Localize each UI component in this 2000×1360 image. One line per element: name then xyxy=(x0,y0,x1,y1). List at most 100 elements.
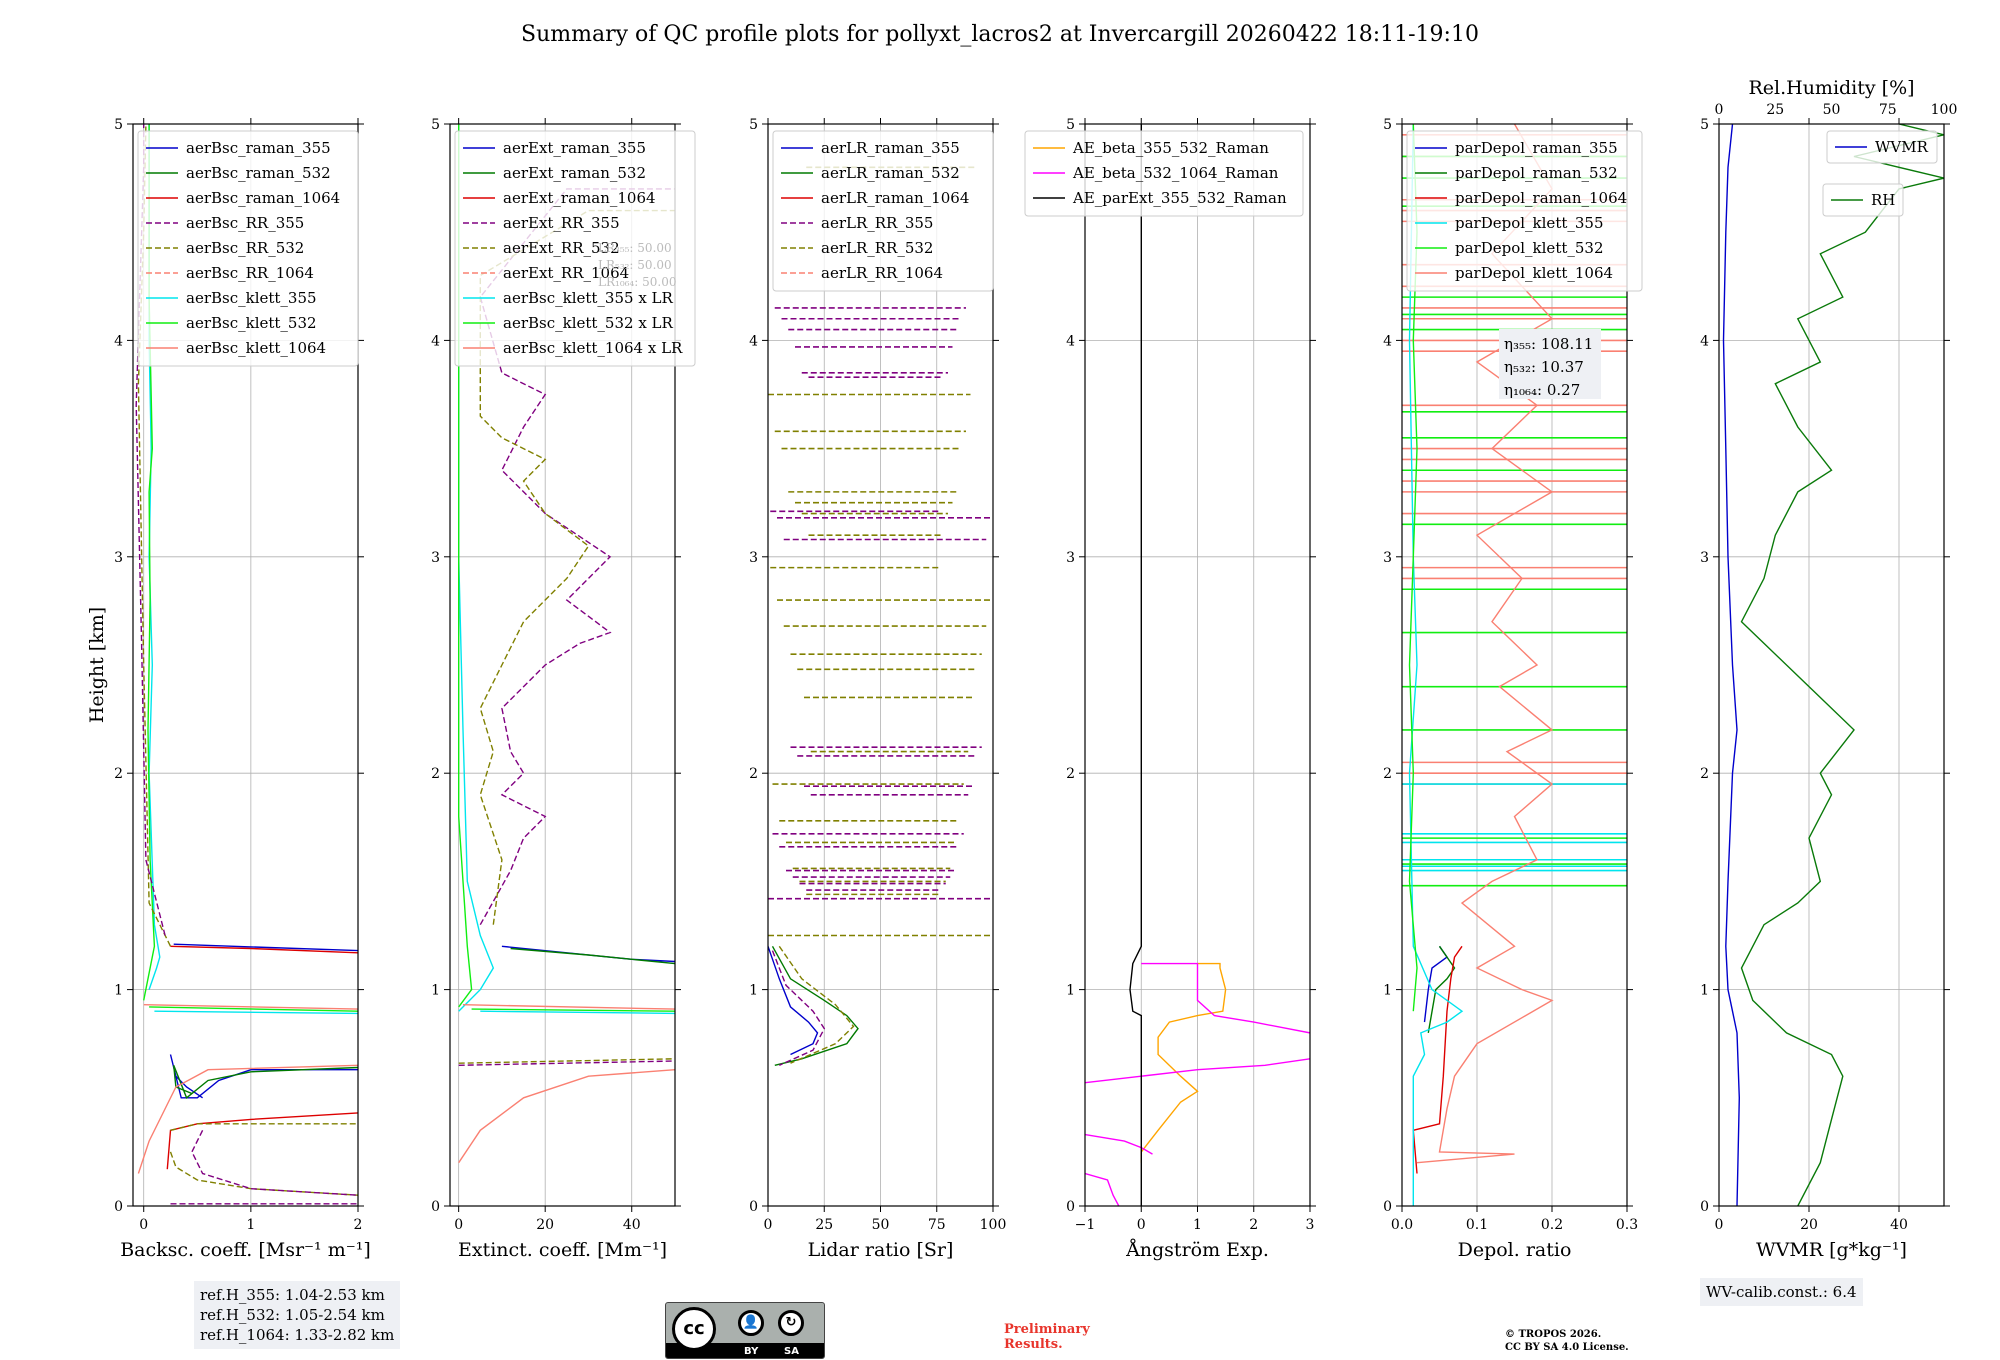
y-tick-label: 5 xyxy=(431,117,440,133)
x-tick-label: 40 xyxy=(1890,1217,1908,1233)
y-tick-label: 0 xyxy=(1700,1199,1709,1215)
y-tick-label: 1 xyxy=(431,983,440,999)
x-axis-label: WVMR [g*kg⁻¹] xyxy=(1756,1239,1907,1261)
axes-frame xyxy=(1401,123,1628,1207)
x-axis-label: Ångström Exp. xyxy=(1125,1239,1269,1261)
y-tick-label: 2 xyxy=(431,766,440,782)
y-tick-label: 1 xyxy=(749,983,758,999)
x-tick-label: −1 xyxy=(1075,1217,1096,1233)
legend-label: aerLR_raman_355 xyxy=(821,139,960,157)
series-aerExt_RR_355 xyxy=(479,188,675,926)
legend: WVMR RH xyxy=(1822,130,1938,217)
ref-height-1064: ref.H_1064: 1.33-2.82 km xyxy=(200,1326,395,1344)
y-tick-label: 3 xyxy=(1700,550,1709,566)
plot-area xyxy=(1722,124,1944,1206)
by-person-icon: 👤 xyxy=(738,1310,764,1336)
y-tick-label: 1 xyxy=(1066,983,1075,999)
legend-label: aerBsc_raman_532 xyxy=(186,164,331,182)
series-aerExt_RR_532 xyxy=(479,209,675,925)
y-tick-label: 0 xyxy=(1383,1199,1392,1215)
y-tick-label: 4 xyxy=(114,333,123,349)
series-klett_flat_355 xyxy=(480,1010,675,1015)
x-tick-label: 0 xyxy=(139,1217,148,1233)
x-tick-label: 1 xyxy=(1193,1217,1202,1233)
axes-frame xyxy=(132,123,359,1207)
y-tick-label: 2 xyxy=(1066,766,1075,782)
series-aerLR_RR_532 xyxy=(778,945,855,1064)
panel-lidar_ratio: 0 25 50 75 100 0 1 2 3 4 5 Lidar ratio [Sr] aerLR_ra… xyxy=(749,117,1006,1261)
legend-label: aerLR_RR_355 xyxy=(821,214,933,232)
series-aerLR_raman_532 xyxy=(771,945,859,1066)
series-parDepol_raman_532 xyxy=(1427,945,1456,1034)
y-tick-label: 4 xyxy=(749,333,758,349)
x-tick-label: 25 xyxy=(815,1217,833,1233)
x-tick-label: 1 xyxy=(246,1217,255,1233)
legend-label: WVMR xyxy=(1875,138,1929,156)
y-tick-label: 0 xyxy=(749,1199,758,1215)
x-axis-label: Backsc. coeff. [Msr⁻¹ m⁻¹] xyxy=(120,1239,371,1261)
top-x-tick-label: 25 xyxy=(1766,102,1784,118)
series-aerBsc_klett_355_flat xyxy=(154,1010,358,1015)
legend-box xyxy=(137,130,359,367)
legend-label: aerExt_RR_532 xyxy=(503,239,620,257)
x-tick-label: 75 xyxy=(928,1217,946,1233)
y-tick-label: 5 xyxy=(1700,117,1709,133)
legend: aerBsc_raman_355 aerBsc_raman_532 aerBsc_r… xyxy=(137,130,359,367)
reference-height-box: ref.H_355: 1.04-2.53 km ref.H_532: 1.05-… xyxy=(194,1281,401,1349)
y-tick-label: 0 xyxy=(431,1199,440,1215)
plot-area xyxy=(1085,124,1310,1206)
x-tick-label: 0 xyxy=(454,1217,463,1233)
plot-area xyxy=(135,124,358,1205)
legend-label: aerExt_raman_1064 xyxy=(503,189,656,207)
legend: aerExt_raman_355 aerExt_raman_532 aerExt_r… xyxy=(454,130,696,367)
legend-label: aerExt_raman_532 xyxy=(503,164,646,182)
by-label: BY xyxy=(744,1346,759,1357)
legend-box xyxy=(1826,130,1938,164)
x-tick-label: 0 xyxy=(1715,1217,1724,1233)
series-aerBsc_raman_355 xyxy=(169,1054,358,1099)
y-tick-label: 0 xyxy=(1066,1199,1075,1215)
legend-label: AE_beta_355_532_Raman xyxy=(1072,139,1269,157)
x-tick-label: 0 xyxy=(764,1217,773,1233)
legend-label: AE_beta_532_1064_Raman xyxy=(1072,164,1279,182)
axes-frame xyxy=(449,123,676,1207)
y-tick-label: 5 xyxy=(749,117,758,133)
cc-license-badge: cc 👤 ↻ BY SA xyxy=(665,1302,825,1359)
x-axis-label: Lidar ratio [Sr] xyxy=(808,1239,954,1261)
series-aerBsc_klett_532_flat xyxy=(149,1006,358,1012)
legend: AE_beta_355_532_Raman AE_beta_532_1064_Ra… xyxy=(1024,130,1304,217)
series-WVMR xyxy=(1722,124,1741,1206)
legend-label: aerLR_raman_532 xyxy=(821,164,960,182)
y-tick-label: 1 xyxy=(1700,983,1709,999)
x-tick-label: 2 xyxy=(1249,1217,1258,1233)
lr-annotation: LR₃₅₅: 50.00 xyxy=(598,241,672,255)
legend-label: aerBsc_RR_1064 xyxy=(186,264,314,282)
x-tick-label: 0.1 xyxy=(1466,1217,1488,1233)
legend-box xyxy=(1024,130,1304,217)
x-tick-label: 0.2 xyxy=(1541,1217,1563,1233)
series-AE_beta_355_532_Raman xyxy=(1140,962,1227,1163)
y-tick-label: 4 xyxy=(1066,333,1075,349)
eta-annotation: η₃₅₅: 108.11 xyxy=(1504,335,1593,353)
legend-label: aerBsc_RR_532 xyxy=(186,239,304,257)
series-AE_beta_532_1064_Raman xyxy=(1085,1058,1310,1084)
x-tick-label: 100 xyxy=(980,1217,1007,1233)
axes-frame xyxy=(1718,123,1945,1207)
eta-annotation: η₁₀₆₄: 0.27 xyxy=(1504,381,1580,399)
eta-annotation: η₅₃₂: 10.37 xyxy=(1504,358,1584,376)
legend-label: aerBsc_klett_1064 xyxy=(186,339,326,357)
series-aerBsc_klett_532 x LR xyxy=(458,124,473,1008)
eta-annotation-box: η₃₅₅: 108.11 η₅₃₂: 10.37 η₁₀₆₄: 0.27 xyxy=(1499,329,1601,399)
preliminary-results-note: Preliminary Results. xyxy=(1004,1322,1090,1352)
series-AE_beta_532_1064_Raman_b xyxy=(1141,962,1310,1034)
series-aerLR_raman_355 xyxy=(768,946,819,1056)
wv-calib-constant: WV-calib.const.: 6.4 xyxy=(1700,1278,1863,1306)
legend-label: aerLR_RR_532 xyxy=(821,239,933,257)
legend-label: aerBsc_raman_355 xyxy=(186,139,331,157)
series-aerExt_raman_532 xyxy=(510,947,675,965)
legend-label: aerBsc_klett_532 x LR xyxy=(503,314,674,332)
legend-label: parDepol_klett_532 xyxy=(1455,239,1604,257)
legend-label: aerExt_RR_1064 xyxy=(503,264,629,282)
y-tick-label: 3 xyxy=(114,550,123,566)
